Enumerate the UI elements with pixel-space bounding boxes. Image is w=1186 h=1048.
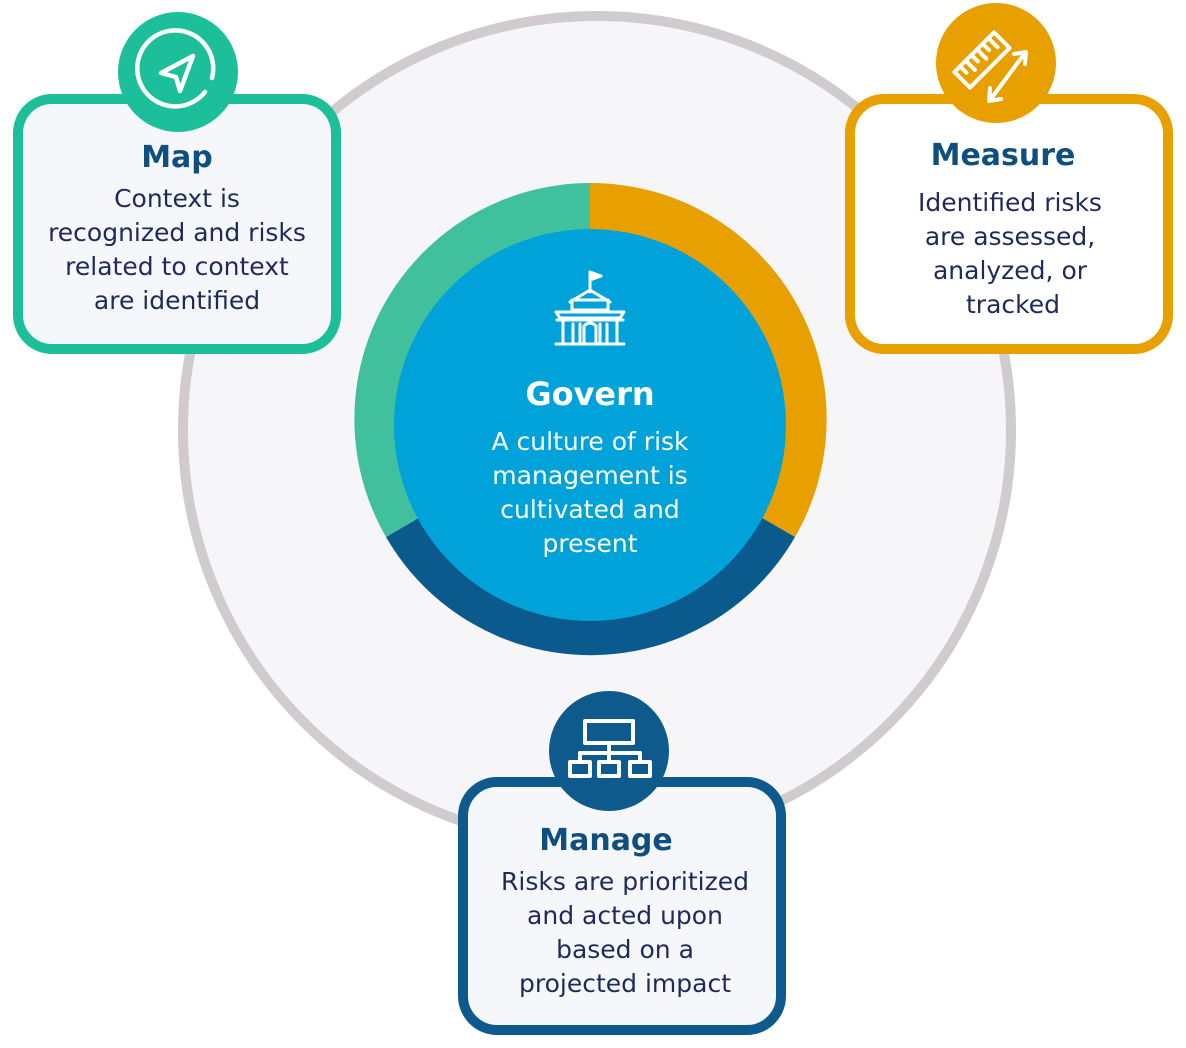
manage-card: Manage Risks are prioritized and acted u… bbox=[458, 691, 786, 1035]
manage-line-1: Risks are prioritized bbox=[501, 867, 749, 896]
measure-line-3: analyzed, or bbox=[933, 256, 1088, 285]
govern-line-2: management is bbox=[492, 461, 687, 490]
govern-line-4: present bbox=[542, 529, 637, 558]
map-line-1: Context is bbox=[114, 184, 240, 213]
map-card: Map Context is recognized and risks rela… bbox=[13, 12, 341, 354]
measure-line-2: are assessed, bbox=[925, 222, 1095, 251]
govern-title: Govern bbox=[525, 375, 654, 413]
manage-title: Manage bbox=[539, 823, 673, 858]
map-line-3: related to context bbox=[65, 252, 289, 281]
map-line-2: recognized and risks bbox=[48, 218, 306, 247]
manage-line-4: projected impact bbox=[519, 969, 731, 998]
measure-line-1: Identified risks bbox=[918, 188, 1102, 217]
manage-line-2: and acted upon bbox=[527, 901, 723, 930]
measure-title: Measure bbox=[931, 138, 1076, 173]
govern-line-3: cultivated and bbox=[500, 495, 679, 524]
ruler-measure-icon bbox=[952, 30, 1028, 103]
measure-card: Measure Identified risks are assessed, a… bbox=[845, 3, 1173, 354]
measure-line-4: tracked bbox=[966, 290, 1060, 319]
govern-circle bbox=[394, 229, 786, 621]
map-line-4: are identified bbox=[94, 286, 260, 315]
govern-line-1: A culture of risk bbox=[491, 427, 689, 456]
map-title: Map bbox=[141, 140, 213, 175]
school-building-icon bbox=[554, 270, 626, 346]
hierarchy-chart-icon bbox=[568, 719, 652, 778]
navigation-arrow-icon bbox=[135, 28, 216, 109]
manage-line-3: based on a bbox=[556, 935, 694, 964]
